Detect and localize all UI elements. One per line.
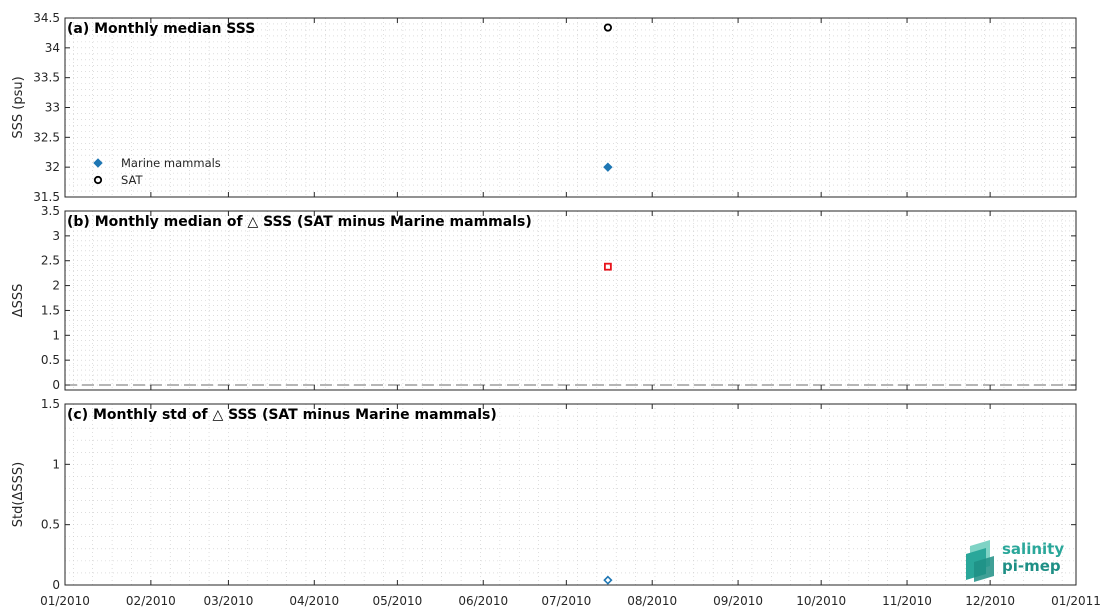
x-tick-labels: 01/2010 02/2010 03/2010 04/2010 05/2010 06/20… <box>40 594 1101 608</box>
legend-marker <box>93 158 103 168</box>
legend-label: Marine mammals <box>121 156 221 170</box>
y-tick-label: 31.5 <box>33 190 60 204</box>
x-tick-label: 02/2010 <box>126 594 176 608</box>
x-tick-label: 01/2010 <box>40 594 90 608</box>
y-tick-label: 32 <box>45 160 60 174</box>
x-tick-label: 09/2010 <box>713 594 763 608</box>
y-tick-label: 32.5 <box>33 130 60 144</box>
salinity-pimep-logo: salinity pi-mep <box>966 540 1064 582</box>
gridlines <box>65 211 1076 390</box>
y-tick-label: 34 <box>45 41 60 55</box>
x-tick-label: 08/2010 <box>627 594 677 608</box>
y-tick-label: 0.5 <box>41 518 60 532</box>
x-tick-label: 05/2010 <box>372 594 422 608</box>
y-tick-label: 0 <box>52 378 60 392</box>
axes-box <box>64 210 1077 391</box>
x-tick-label: 10/2010 <box>796 594 846 608</box>
y-tick-label: 1 <box>52 457 60 471</box>
gridlines <box>65 404 1076 585</box>
legend: Marine mammals SAT <box>93 156 221 187</box>
y-tick-label: 0.5 <box>41 353 60 367</box>
x-tick-label: 01/2011 <box>1051 594 1101 608</box>
panel-a: 31.5 32 32.5 33 33.5 34 34.5 SSS (psu) (a) Month… <box>11 11 1077 204</box>
y-tick-label: 2 <box>52 279 60 293</box>
y-axis-label: Std(ΔSSS) <box>11 462 26 527</box>
x-tick-label: 03/2010 <box>203 594 253 608</box>
y-tick-label: 3 <box>52 229 60 243</box>
y-tick-label: 2.5 <box>41 254 60 268</box>
y-tick-label: 3.5 <box>41 204 60 218</box>
y-axis-label: SSS (psu) <box>11 76 26 138</box>
x-tick-label: 11/2010 <box>882 594 932 608</box>
data-point-marine-mammals <box>603 162 613 172</box>
y-tick-label: 34.5 <box>33 11 60 25</box>
y-tick-label: 1.5 <box>41 397 60 411</box>
x-tick-label: 07/2010 <box>541 594 591 608</box>
y-tick-label: 33 <box>45 101 60 115</box>
wave-icon <box>966 540 994 582</box>
gridlines <box>65 18 1076 197</box>
y-tick-label: 1.5 <box>41 303 60 317</box>
logo-line-1: salinity <box>1002 540 1064 558</box>
legend-label: SAT <box>121 173 143 187</box>
legend-marker <box>93 175 103 185</box>
panel-title: (b) Monthly median of △ SSS (SAT minus M… <box>67 214 532 230</box>
x-tick-label: 06/2010 <box>458 594 508 608</box>
x-tick-label: 04/2010 <box>289 594 339 608</box>
y-tick-label: 1 <box>52 328 60 342</box>
panel-c: 0 0.5 1 1.5 Std(ΔSSS) (c) Monthly std of △ SS… <box>11 397 1077 592</box>
logo-line-2: pi-mep <box>1002 557 1061 575</box>
panel-b: 0 0.5 1 1.5 2 2.5 3 3.5 ΔSSS (b) Monthly median o… <box>11 204 1077 392</box>
axes-box <box>64 17 1077 198</box>
y-axis-label: ΔSSS <box>11 284 26 318</box>
data-point-delta-sss <box>603 262 612 271</box>
panel-title: (c) Monthly std of △ SSS (SAT minus Mari… <box>67 407 497 423</box>
data-point-delta-sss <box>603 575 613 585</box>
axes-box <box>64 403 1077 586</box>
x-tick-label: 12/2010 <box>965 594 1015 608</box>
data-point-sat <box>603 23 612 32</box>
panel-title: (a) Monthly median SSS <box>67 21 255 37</box>
y-tick-label: 33.5 <box>33 71 60 85</box>
y-tick-label: 0 <box>52 578 60 592</box>
